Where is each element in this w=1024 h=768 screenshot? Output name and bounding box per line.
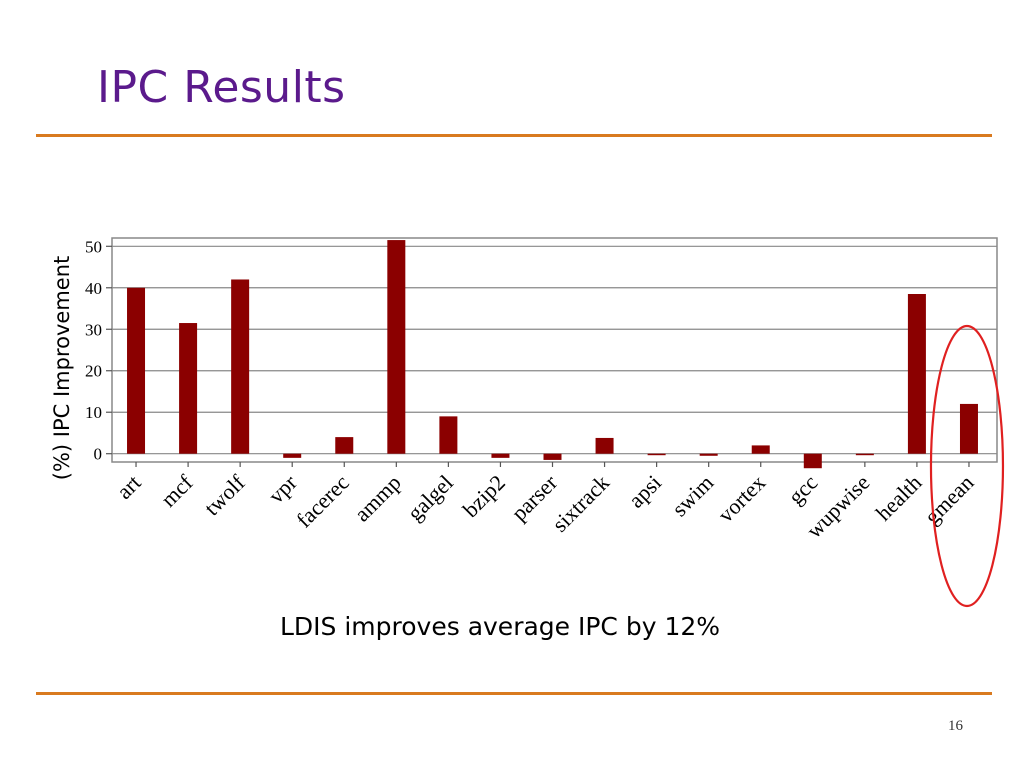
bar-bzip2: [491, 453, 510, 458]
bar-gcc: [803, 453, 822, 469]
x-tick-label-art: art: [111, 470, 145, 504]
x-tick-label-vortex: vortex: [713, 470, 770, 527]
x-tick-label-gcc: gcc: [783, 470, 822, 509]
bar-vortex: [751, 445, 770, 454]
x-tick-label-galgel: galgel: [402, 470, 458, 526]
bar-gmean: [959, 403, 978, 454]
bar-twolf: [231, 279, 250, 454]
x-tick-label-bzip2: bzip2: [458, 470, 510, 522]
y-tick-label: 30: [85, 320, 102, 339]
x-tick-label-health: health: [871, 470, 927, 526]
gmean-highlight-ellipse: [929, 324, 1005, 608]
y-tick-label: 20: [85, 362, 102, 381]
ipc-bar-chart: 0 10 20 30 40 50 art mcf twolf vprfacerecammpgal…: [85, 237, 1005, 608]
y-tick-labels: 0 10 20 30 40 50: [85, 237, 102, 463]
highlight-layer: [929, 324, 1005, 608]
x-tick-label-gmean: gmean: [919, 470, 978, 529]
bar-wupwise: [855, 453, 874, 456]
x-tick-label-apsi: apsi: [623, 470, 666, 513]
bar-mcf: [179, 323, 198, 454]
plot-frame: [111, 237, 998, 463]
bar-sixtrack: [595, 437, 614, 454]
bar-parser: [543, 453, 562, 460]
bar-vpr: [283, 453, 302, 458]
slide-caption: LDIS improves average IPC by 12%: [279, 612, 721, 641]
y-tick-label: 40: [85, 279, 102, 298]
y-tick-label: 50: [85, 237, 102, 256]
x-tick-label-ammp: ammp: [349, 470, 406, 527]
bar-galgel: [439, 416, 458, 454]
footer-divider: [36, 692, 992, 695]
y-tick-label: 10: [85, 403, 102, 422]
page-number: 16: [948, 718, 963, 734]
x-tick-label-vpr: vpr: [263, 469, 302, 508]
x-tick-label-mcf: mcf: [156, 469, 198, 511]
title-divider: [36, 134, 992, 137]
bars: [127, 240, 978, 469]
x-tick-label-facerec: facerec: [291, 470, 354, 533]
slide-title: IPC Results: [97, 62, 346, 113]
bar-facerec: [335, 437, 354, 454]
bar-ammp: [387, 240, 406, 454]
x-tick-label-twolf: twolf: [199, 469, 250, 520]
bar-health: [907, 294, 926, 454]
bar-art: [127, 287, 146, 454]
bar-swim: [699, 453, 718, 456]
x-tick-label-sixtrack: sixtrack: [547, 470, 614, 537]
y-tick-label: 0: [94, 445, 103, 464]
bar-apsi: [647, 453, 666, 456]
x-tick-label-swim: swim: [667, 470, 718, 521]
